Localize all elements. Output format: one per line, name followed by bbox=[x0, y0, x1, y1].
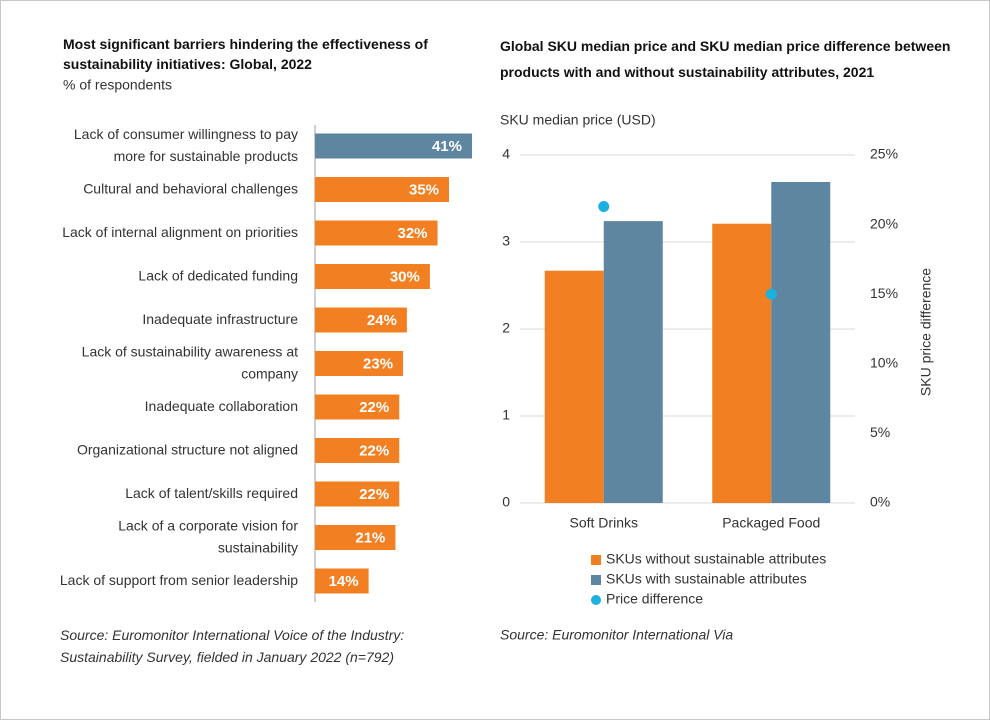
category-label: Lack of consumer willingness to pay more … bbox=[74, 126, 298, 164]
bar bbox=[315, 264, 430, 289]
y-tick-label: 0 bbox=[502, 494, 510, 510]
bar bbox=[315, 220, 438, 246]
bar bbox=[315, 438, 400, 463]
value-label: 32% bbox=[398, 225, 428, 242]
bar bbox=[315, 351, 404, 376]
scatter-point bbox=[598, 201, 610, 213]
y2-tick-label: 10% bbox=[870, 355, 898, 371]
legend-label: SKUs without sustainable attributes bbox=[606, 551, 826, 567]
scatter-point bbox=[765, 288, 777, 300]
y2-tick-label: 25% bbox=[870, 146, 898, 162]
bar bbox=[315, 307, 407, 333]
value-label: 14% bbox=[329, 573, 359, 590]
bar bbox=[771, 181, 831, 503]
y2-tick-label: 15% bbox=[870, 285, 898, 301]
x-tick-label: Soft Drinks bbox=[570, 515, 638, 531]
category-label: Inadequate infrastructure bbox=[142, 311, 298, 327]
legend-label: Price difference bbox=[606, 591, 703, 607]
legend-swatch bbox=[591, 555, 601, 565]
value-label: 35% bbox=[409, 181, 439, 198]
bar bbox=[315, 394, 400, 420]
value-label: 22% bbox=[359, 442, 389, 459]
category-label: Inadequate collaboration bbox=[145, 398, 298, 414]
value-label: 30% bbox=[390, 268, 420, 285]
category-label: Lack of a corporate vision for sustainabi… bbox=[118, 517, 298, 555]
y-tick-label: 3 bbox=[502, 233, 510, 249]
value-label: 23% bbox=[363, 355, 393, 372]
source-note: Source: Euromonitor International Via bbox=[500, 627, 733, 643]
chart-title: Global SKU median price and SKU median p… bbox=[500, 38, 950, 80]
value-label: 41% bbox=[432, 138, 462, 155]
value-label: 22% bbox=[359, 486, 389, 503]
bar bbox=[315, 133, 472, 159]
y-tick-label: 1 bbox=[502, 407, 510, 423]
bar bbox=[712, 223, 772, 504]
bar bbox=[315, 481, 400, 507]
y-tick-label: 2 bbox=[502, 320, 510, 336]
category-label: Cultural and behavioral challenges bbox=[83, 180, 298, 196]
category-label: Lack of support from senior leadership bbox=[60, 572, 298, 588]
source-note: Source: Euromonitor International Voice … bbox=[60, 627, 404, 665]
legend-label: SKUs with sustainable attributes bbox=[606, 571, 807, 587]
y2-tick-label: 5% bbox=[870, 424, 890, 440]
x-tick-label: Packaged Food bbox=[722, 515, 820, 531]
legend-swatch bbox=[591, 595, 601, 605]
value-label: 24% bbox=[367, 312, 397, 329]
bar bbox=[315, 568, 369, 594]
y-axis-label: SKU median price (USD) bbox=[500, 112, 656, 128]
y2-tick-label: 20% bbox=[870, 215, 898, 231]
value-label: 22% bbox=[359, 399, 389, 416]
chart-title: Most significant barriers hindering the … bbox=[63, 36, 428, 72]
category-label: Lack of talent/skills required bbox=[125, 485, 298, 501]
bar bbox=[544, 270, 604, 503]
category-label: Lack of dedicated funding bbox=[138, 267, 298, 283]
value-label: 21% bbox=[355, 529, 385, 546]
y-tick-label: 4 bbox=[502, 146, 510, 162]
bar bbox=[603, 221, 663, 503]
legend-swatch bbox=[591, 575, 601, 585]
y2-tick-label: 0% bbox=[870, 494, 890, 510]
y2-axis-label: SKU price difference bbox=[918, 268, 934, 396]
category-label: Lack of internal alignment on priorities bbox=[62, 224, 298, 240]
category-label: Organizational structure not aligned bbox=[77, 441, 298, 457]
category-label: Lack of sustainability awareness at compa… bbox=[82, 343, 298, 381]
bar bbox=[315, 525, 396, 550]
bar bbox=[315, 177, 450, 202]
chart-subtitle: % of respondents bbox=[63, 77, 172, 93]
